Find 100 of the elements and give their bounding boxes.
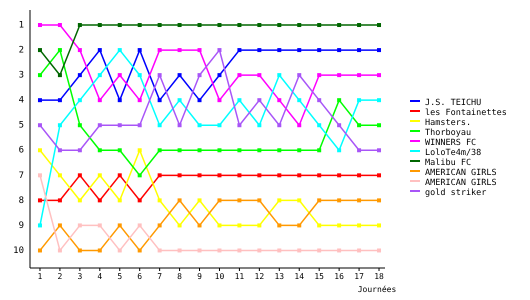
point: [38, 248, 42, 252]
point: [297, 48, 302, 52]
point: [158, 248, 162, 252]
point: [377, 148, 382, 152]
point: [297, 148, 302, 152]
y-tick-label: 9: [18, 220, 24, 231]
point: [377, 223, 382, 228]
point: [118, 173, 122, 178]
point: [277, 198, 282, 202]
point: [178, 173, 182, 178]
legend-label: AMERICAN GIRLS: [425, 178, 497, 188]
point: [357, 98, 362, 102]
legend-label: AMERICAN GIRLS: [425, 168, 497, 178]
point: [377, 73, 382, 78]
x-tick-label: 1: [38, 272, 43, 281]
x-tick-label: 17: [354, 272, 364, 281]
point: [98, 173, 102, 178]
point: [377, 198, 382, 202]
point: [138, 248, 142, 252]
point: [217, 198, 222, 202]
point: [138, 98, 142, 102]
point: [257, 148, 262, 152]
point: [277, 23, 282, 28]
x-tick-label: 10: [214, 272, 224, 281]
point: [297, 173, 302, 178]
y-tick-label: 6: [18, 146, 24, 156]
point: [277, 148, 282, 152]
point: [297, 248, 302, 252]
point: [217, 173, 222, 178]
point: [257, 173, 262, 178]
point: [198, 48, 202, 52]
x-tick-label: 16: [334, 272, 344, 281]
point: [198, 123, 202, 128]
point: [317, 48, 322, 52]
point: [78, 73, 82, 78]
point: [78, 173, 82, 178]
point: [217, 123, 222, 128]
point: [138, 73, 142, 78]
point: [58, 48, 62, 52]
point: [337, 123, 342, 128]
point: [237, 223, 242, 228]
point: [58, 73, 62, 78]
point: [237, 48, 242, 52]
point: [237, 148, 242, 152]
legend-label: Hamsters.: [425, 118, 472, 128]
point: [317, 73, 322, 78]
point: [58, 173, 62, 178]
point: [317, 23, 322, 28]
point: [138, 198, 142, 202]
point: [178, 98, 182, 102]
x-axis-title: Journées: [358, 285, 396, 294]
x-tick-label: 8: [177, 272, 182, 281]
point: [98, 73, 102, 78]
y-tick-label: 7: [18, 170, 24, 181]
y-tick-label: 8: [18, 196, 24, 206]
point: [78, 248, 82, 252]
point: [337, 173, 342, 178]
point: [58, 198, 62, 202]
legend-label: LoloTe4m/38: [425, 148, 482, 158]
point: [297, 198, 302, 202]
point: [78, 223, 82, 228]
point: [357, 198, 362, 202]
y-tick-label: 10: [13, 246, 24, 256]
x-tick-label: 13: [274, 272, 284, 281]
point: [237, 73, 242, 78]
point: [138, 48, 142, 52]
point: [58, 248, 62, 252]
point: [237, 98, 242, 102]
point: [217, 23, 222, 28]
point: [297, 123, 302, 128]
y-tick-label: 2: [18, 46, 24, 56]
point: [58, 123, 62, 128]
point: [277, 98, 282, 102]
point: [58, 23, 62, 28]
point: [337, 148, 342, 152]
point: [217, 223, 222, 228]
point: [178, 123, 182, 128]
point: [158, 148, 162, 152]
point: [158, 198, 162, 202]
point: [198, 198, 202, 202]
point: [38, 98, 42, 102]
point: [98, 223, 102, 228]
point: [198, 23, 202, 28]
legend-label: WINNERS FC: [425, 138, 476, 148]
x-tick-label: 9: [197, 272, 202, 281]
point: [257, 223, 262, 228]
point: [297, 223, 302, 228]
point: [297, 98, 302, 102]
point: [277, 73, 282, 78]
point: [198, 248, 202, 252]
point: [38, 223, 42, 228]
point: [337, 223, 342, 228]
point: [118, 73, 122, 78]
point: [178, 223, 182, 228]
point: [198, 223, 202, 228]
y-tick-label: 3: [18, 70, 24, 81]
point: [217, 248, 222, 252]
point: [158, 98, 162, 102]
point: [178, 148, 182, 152]
x-tick-label: 12: [254, 272, 264, 281]
